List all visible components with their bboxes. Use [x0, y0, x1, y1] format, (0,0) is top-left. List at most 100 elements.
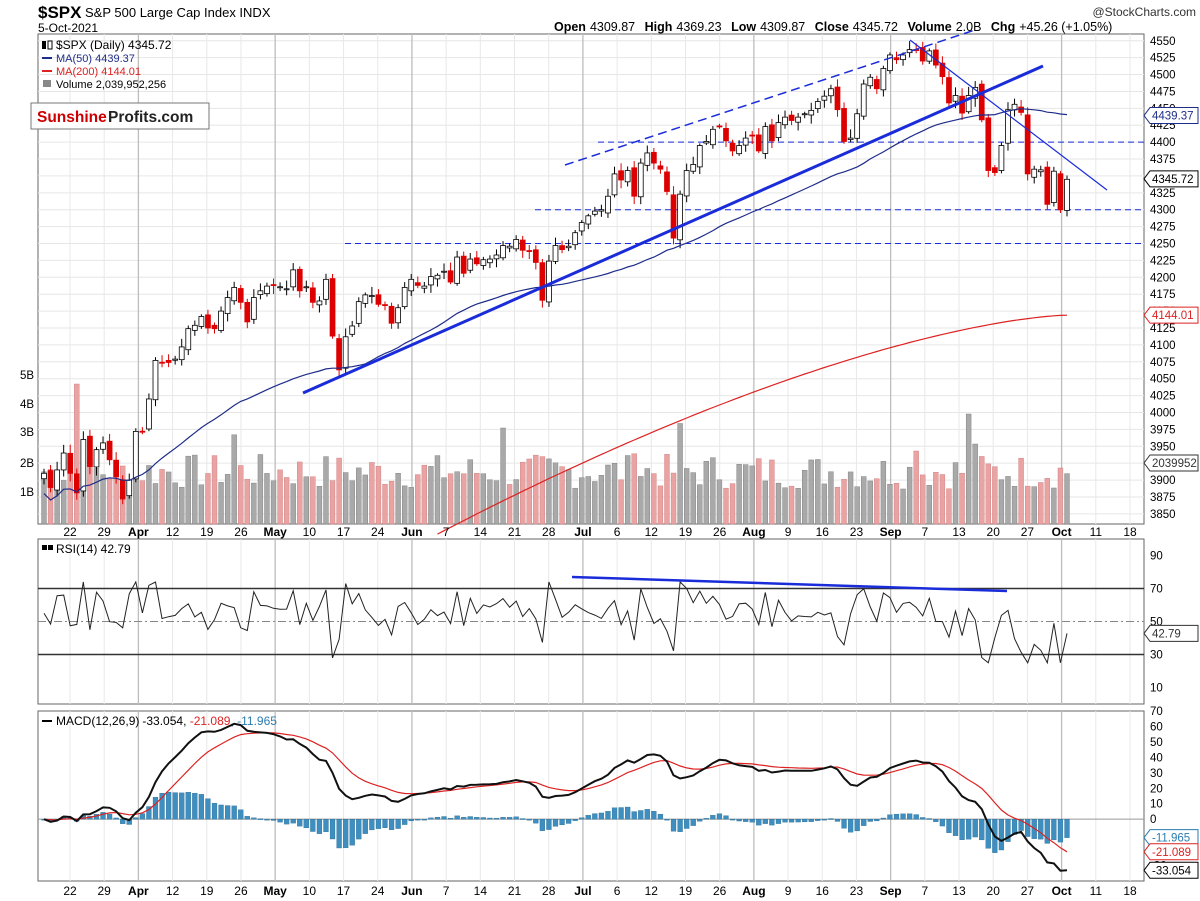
macd-histogram-bar — [421, 819, 427, 821]
candle-body — [749, 134, 756, 137]
macd-histogram-bar — [716, 813, 723, 820]
volume-bar — [802, 470, 808, 525]
volume-bars — [41, 383, 1070, 525]
ma200-line — [437, 314, 1068, 535]
candle-body — [624, 170, 631, 183]
candle-body — [696, 145, 703, 168]
volume-bar — [323, 456, 329, 525]
macd-histogram-bar — [225, 805, 231, 820]
x-tick-label: 7 — [443, 884, 450, 898]
macd-y-tick: 0 — [1150, 814, 1156, 826]
volume-bar — [703, 461, 709, 525]
macd-histogram-bar — [703, 818, 709, 820]
volume-bar — [979, 456, 985, 525]
volume-bar — [965, 413, 972, 525]
volume-bar — [264, 473, 270, 525]
macd-histogram-bar — [625, 806, 631, 820]
ohlc-line: Open 4309.87 High 4369.23 Low 4309.87 Close… — [554, 20, 1112, 34]
volume-bar — [428, 466, 434, 525]
candle-body — [100, 442, 106, 450]
volume-bar — [618, 479, 624, 525]
macd-histogram-bar — [493, 817, 500, 820]
volume-bar — [651, 473, 657, 525]
candle-body — [487, 258, 493, 264]
candle-body — [1051, 170, 1057, 203]
volume-bar — [172, 482, 178, 525]
volume-bar — [683, 468, 690, 525]
price-y-tick: 4050 — [1150, 374, 1176, 386]
rsi-tag-text: 42.79 — [1152, 628, 1181, 640]
macd-histogram-bar — [657, 814, 664, 820]
volume-bar — [690, 472, 696, 525]
candle-body — [87, 435, 93, 467]
macd-signal-tag-box — [1143, 843, 1199, 861]
macd-histogram-bar — [349, 819, 355, 846]
x-tick-label: 27 — [1021, 525, 1035, 539]
macd-histogram-bar — [447, 817, 454, 820]
volume-tag-box — [1143, 454, 1199, 472]
x-tick-label: 9 — [785, 525, 792, 539]
candle-body — [552, 245, 559, 262]
price-y-tick: 4525 — [1150, 53, 1176, 65]
macd-histogram-bar — [690, 819, 696, 826]
candle-body — [985, 117, 992, 171]
rsi-y-tick: 70 — [1150, 584, 1163, 596]
volume-bar — [506, 484, 513, 525]
candle-body — [349, 325, 356, 335]
volume-bar — [821, 483, 828, 525]
volume-bar — [139, 480, 146, 525]
macd-histogram-bar — [782, 819, 788, 823]
macd-histogram-bar — [395, 819, 401, 829]
volume-bar — [303, 476, 309, 525]
macd-histogram-bar — [356, 819, 362, 840]
macd-y-tick: 20 — [1150, 783, 1163, 795]
volume-bar — [224, 474, 231, 525]
volume-bar — [677, 423, 683, 525]
candle-body — [939, 62, 946, 77]
candle-body — [165, 359, 172, 363]
candle-body — [54, 469, 60, 491]
volume-bar — [395, 473, 401, 525]
candle-body — [782, 116, 788, 126]
x-tick-label: Aug — [742, 884, 765, 898]
value-tags: 4439.37 4345.72 4144.01 2039952 42.79 -11.965… — [1143, 107, 1199, 879]
rsi-y-tick: 90 — [1150, 551, 1163, 563]
candle-body — [80, 439, 87, 492]
volume-bar — [533, 454, 539, 525]
candle-body — [703, 141, 710, 144]
macd-histogram-bar — [861, 819, 867, 826]
macd-histogram-bar — [454, 815, 460, 820]
volume-bar — [421, 464, 428, 525]
macd-histogram-bar — [939, 819, 946, 827]
price-y-tick: 4475 — [1150, 86, 1176, 98]
candle-body — [355, 301, 362, 324]
price-y-tick: 3875 — [1150, 492, 1176, 504]
x-tick-label: 18 — [1123, 884, 1137, 898]
macd-histogram-bar — [611, 807, 618, 820]
macd-y-tick: 40 — [1150, 752, 1163, 764]
candle-body — [401, 287, 408, 308]
macd-histogram-bar — [520, 818, 526, 820]
candle-body — [290, 269, 297, 288]
macd-legend: MACD(12,26,9) -33.054, -21.089, -11.965 — [42, 714, 277, 728]
volume-bar — [1011, 486, 1018, 525]
price-legend: $SPX (Daily) 4345.72 MA(50) 4439.37 MA(2… — [42, 38, 172, 91]
x-tick-labels: 22 22 29 29 Apr Apr 12 12 19 19 26 26 May May 10 10 17 17… — [63, 525, 1137, 898]
volume-bar — [179, 487, 185, 525]
candle-body — [473, 257, 480, 265]
volume-bar — [775, 482, 782, 525]
macd-histogram-bar — [369, 819, 375, 831]
rsi-legend-icon-2 — [48, 545, 53, 550]
close-tag-text: 4345.72 — [1152, 174, 1194, 186]
candle-body — [323, 278, 329, 300]
macd-histogram-bar — [139, 813, 145, 820]
macd-histogram-bar — [998, 819, 1005, 851]
macd-histogram-bar — [388, 819, 395, 830]
volume-bar — [165, 471, 172, 525]
macd-histogram-bar — [952, 819, 959, 836]
x-tick-label: 24 — [371, 525, 385, 539]
macd-histogram-bar — [670, 819, 677, 832]
candle-body — [93, 449, 100, 468]
macd-histogram-bar — [467, 816, 473, 820]
candle-body — [808, 109, 815, 116]
